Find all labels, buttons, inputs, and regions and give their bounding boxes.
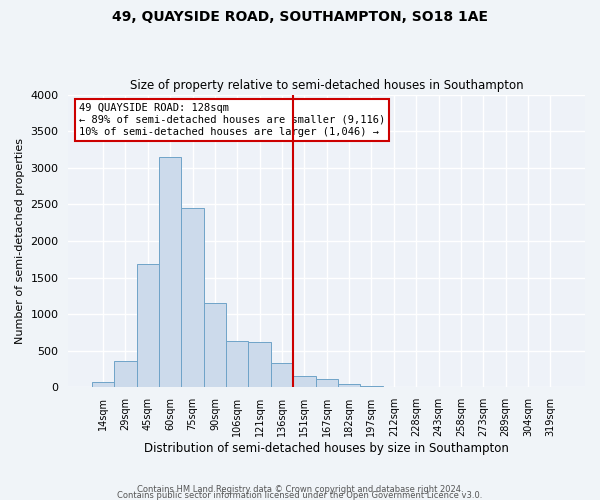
- Text: Contains public sector information licensed under the Open Government Licence v3: Contains public sector information licen…: [118, 490, 482, 500]
- Bar: [271, 363, 293, 388]
- Bar: [226, 340, 248, 388]
- Bar: [114, 361, 137, 388]
- Bar: [204, 303, 226, 388]
- Bar: [92, 382, 114, 388]
- Bar: [316, 380, 338, 388]
- Bar: [181, 208, 204, 388]
- Bar: [360, 386, 383, 388]
- Text: Contains HM Land Registry data © Crown copyright and database right 2024.: Contains HM Land Registry data © Crown c…: [137, 484, 463, 494]
- Bar: [137, 264, 159, 388]
- Bar: [248, 342, 271, 388]
- Y-axis label: Number of semi-detached properties: Number of semi-detached properties: [15, 138, 25, 344]
- Bar: [338, 384, 360, 388]
- Title: Size of property relative to semi-detached houses in Southampton: Size of property relative to semi-detach…: [130, 79, 524, 92]
- Bar: [293, 376, 316, 388]
- Text: 49, QUAYSIDE ROAD, SOUTHAMPTON, SO18 1AE: 49, QUAYSIDE ROAD, SOUTHAMPTON, SO18 1AE: [112, 10, 488, 24]
- Text: 49 QUAYSIDE ROAD: 128sqm
← 89% of semi-detached houses are smaller (9,116)
10% o: 49 QUAYSIDE ROAD: 128sqm ← 89% of semi-d…: [79, 104, 385, 136]
- Bar: [159, 157, 181, 388]
- X-axis label: Distribution of semi-detached houses by size in Southampton: Distribution of semi-detached houses by …: [144, 442, 509, 455]
